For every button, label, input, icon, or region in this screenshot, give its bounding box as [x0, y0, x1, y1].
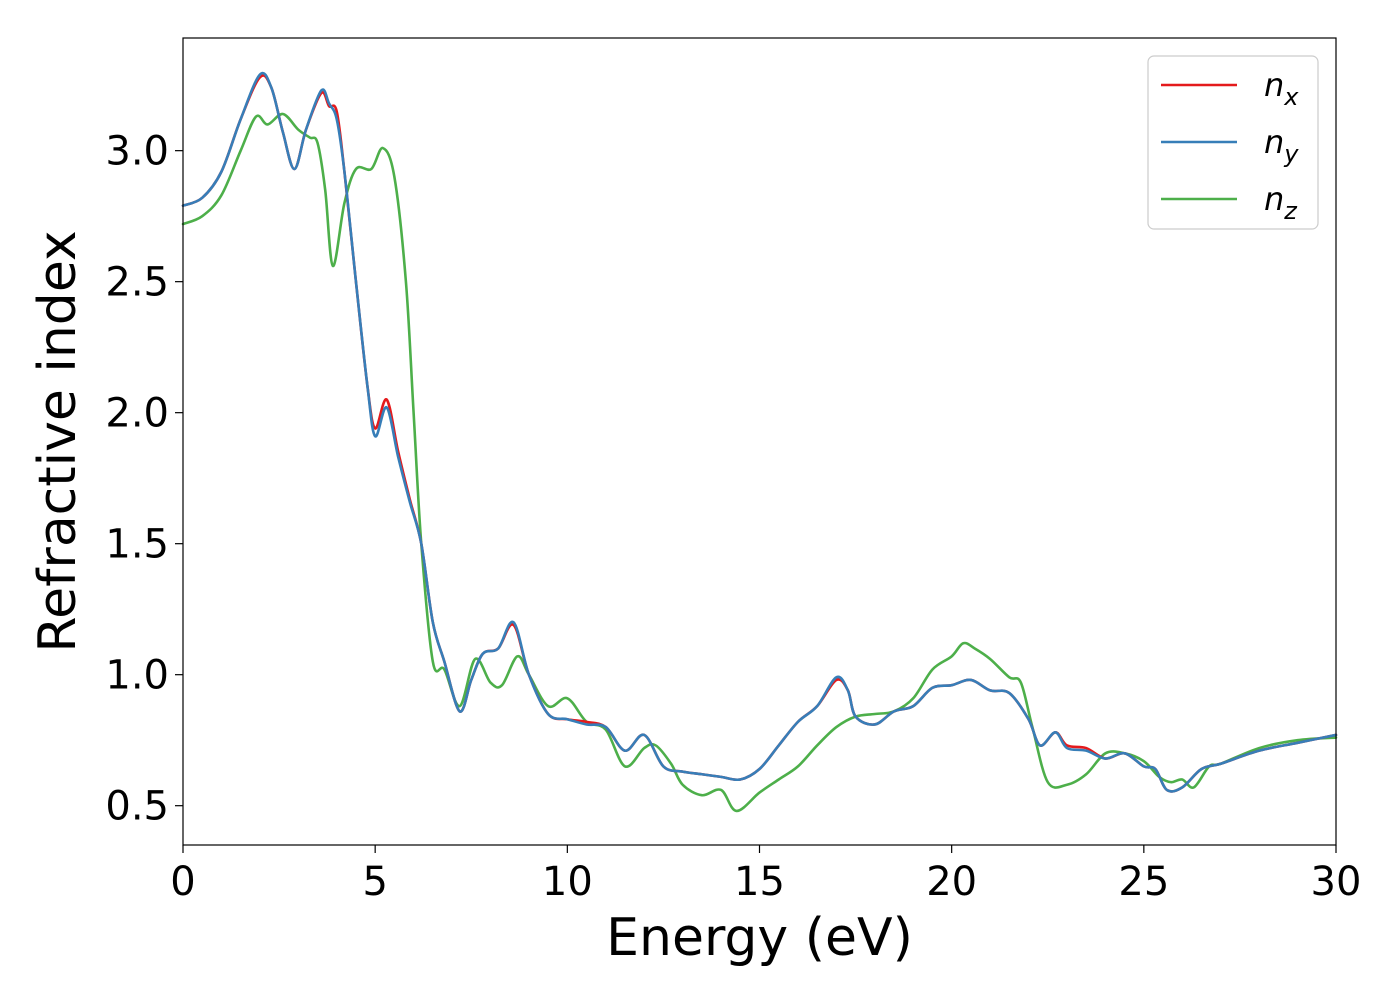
x-axis-title: Energy (eV) [606, 908, 913, 968]
x-tick-label: 25 [1118, 859, 1169, 905]
x-tick-label: 15 [734, 859, 785, 905]
x-axis: 0 5 10 15 20 25 30 [170, 845, 1361, 905]
legend-label-z: nz [1264, 180, 1298, 225]
legend: nx ny nz [1147, 55, 1319, 230]
x-tick-label: 20 [926, 859, 977, 905]
x-tick-label: 30 [1311, 859, 1362, 905]
legend-label-x: nx [1264, 66, 1299, 111]
y-axis: 0.5 1.0 1.5 2.0 2.5 3.0 [105, 129, 183, 830]
x-tick-label: 0 [170, 859, 195, 905]
legend-label-y: ny [1264, 123, 1299, 168]
y-tick-label: 3.0 [105, 129, 169, 175]
y-tick-label: 1.5 [105, 522, 169, 568]
series-line-z [181, 112, 1338, 813]
y-tick-label: 0.5 [105, 784, 169, 830]
y-axis-title: Refractive index [28, 230, 88, 652]
x-tick-label: 10 [542, 859, 593, 905]
series-line-y [181, 71, 1338, 793]
series-layer [181, 71, 1338, 813]
y-tick-label: 1.0 [105, 653, 169, 699]
y-tick-label: 2.0 [105, 391, 169, 437]
x-tick-label: 5 [362, 859, 387, 905]
y-tick-label: 2.5 [105, 260, 169, 306]
